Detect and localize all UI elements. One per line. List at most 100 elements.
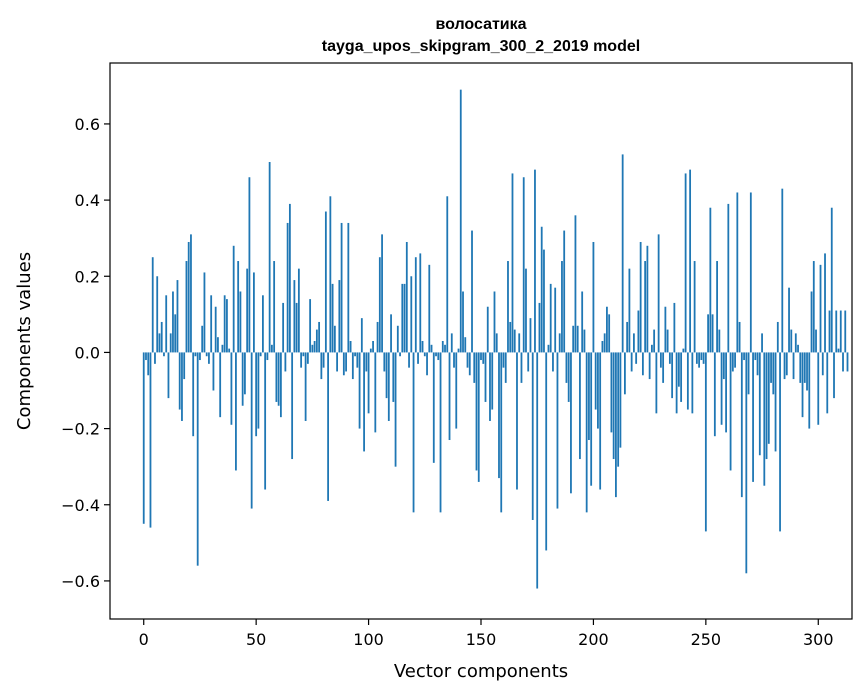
bar-59: [275, 352, 278, 402]
bar-53: [262, 295, 264, 353]
bar-170: [525, 268, 527, 353]
bar-296: [808, 352, 811, 429]
bar-87: [338, 280, 341, 353]
bar-48: [250, 352, 253, 509]
bar-66: [291, 352, 294, 460]
bar-313: [846, 352, 849, 372]
bar-128: [430, 344, 433, 353]
bar-269: [747, 352, 750, 395]
bar-202: [597, 352, 599, 429]
bar-24: [196, 352, 199, 566]
bar-61: [279, 352, 282, 418]
bar-102: [372, 341, 374, 353]
bar-167: [518, 333, 521, 353]
bar-248: [700, 352, 703, 361]
bar-25: [199, 352, 201, 361]
bar-175: [536, 352, 539, 589]
bar-302: [821, 352, 824, 376]
bar-118: [408, 352, 410, 368]
bar-104: [376, 321, 379, 353]
bar-165: [513, 329, 516, 353]
bar-204: [601, 341, 604, 353]
x-axis-label: Vector components: [394, 661, 568, 682]
bar-96: [358, 352, 361, 429]
bar-243: [689, 169, 692, 353]
bar-155: [491, 352, 494, 410]
bar-99: [365, 352, 368, 372]
bar-281: [774, 352, 777, 452]
bar-274: [758, 352, 761, 456]
bar-255: [716, 261, 718, 353]
bar-79: [320, 352, 323, 380]
bar-152: [484, 352, 487, 402]
bar-189: [567, 352, 570, 402]
bar-106: [381, 234, 383, 353]
bar-72: [304, 352, 307, 421]
bar-101: [369, 348, 372, 353]
bar-256: [718, 329, 721, 353]
x-tick-label: 50: [246, 630, 266, 649]
bar-264: [736, 192, 739, 353]
bar-124: [421, 341, 424, 353]
bar-154: [489, 352, 491, 421]
bar-34: [219, 352, 222, 418]
bar-71: [302, 352, 305, 357]
bar-45: [244, 352, 246, 395]
bar-246: [695, 352, 698, 364]
bar-212: [619, 352, 622, 448]
bar-105: [378, 257, 381, 353]
bar-226: [650, 344, 653, 353]
bar-19: [185, 261, 188, 353]
bar-219: [635, 352, 638, 364]
bar-41: [235, 352, 237, 471]
y-tick-label: 0.0: [75, 343, 100, 362]
bar-4: [151, 257, 154, 353]
bar-56: [268, 162, 271, 353]
bar-233: [666, 329, 669, 353]
bar-127: [428, 264, 431, 353]
x-tick-label: 300: [803, 630, 834, 649]
bar-42: [237, 261, 240, 353]
bar-301: [819, 264, 822, 353]
bar-27: [203, 272, 206, 353]
bar-299: [815, 329, 817, 353]
bar-280: [772, 352, 775, 395]
bar-312: [844, 310, 847, 353]
bar-120: [412, 352, 415, 513]
bar-8: [160, 321, 163, 353]
bar-57: [270, 344, 273, 353]
bar-185: [558, 333, 561, 353]
bar-0: [142, 352, 145, 524]
bar-232: [664, 306, 667, 353]
bar-84: [331, 283, 334, 353]
chart-title-line-1: волосатика: [435, 16, 526, 33]
bar-172: [529, 318, 532, 353]
bar-138: [453, 352, 455, 368]
bar-184: [556, 352, 559, 509]
bars-group: [142, 89, 849, 589]
bar-195: [581, 291, 584, 353]
bar-228: [655, 352, 658, 414]
x-tick-label: 250: [691, 630, 722, 649]
bar-143: [464, 337, 467, 353]
bar-305: [828, 310, 831, 353]
bar-43: [239, 291, 242, 353]
bar-245: [693, 261, 696, 353]
bar-197: [585, 352, 588, 513]
bar-7: [158, 333, 161, 353]
bar-83: [329, 196, 332, 353]
bar-49: [253, 272, 255, 353]
bar-17: [181, 352, 183, 421]
bar-135: [446, 196, 449, 353]
bar-107: [383, 352, 386, 372]
x-axis-ticks: 0 50 100 150 200 250 300: [139, 619, 834, 649]
bar-151: [482, 352, 485, 364]
bar-240: [682, 348, 685, 353]
bar-224: [646, 245, 649, 353]
y-tick-label: −0.4: [61, 496, 100, 515]
bar-91: [347, 222, 350, 353]
y-tick-label: −0.2: [61, 420, 100, 439]
bar-147: [473, 352, 476, 383]
bar-125: [423, 352, 426, 357]
bar-288: [790, 329, 793, 353]
